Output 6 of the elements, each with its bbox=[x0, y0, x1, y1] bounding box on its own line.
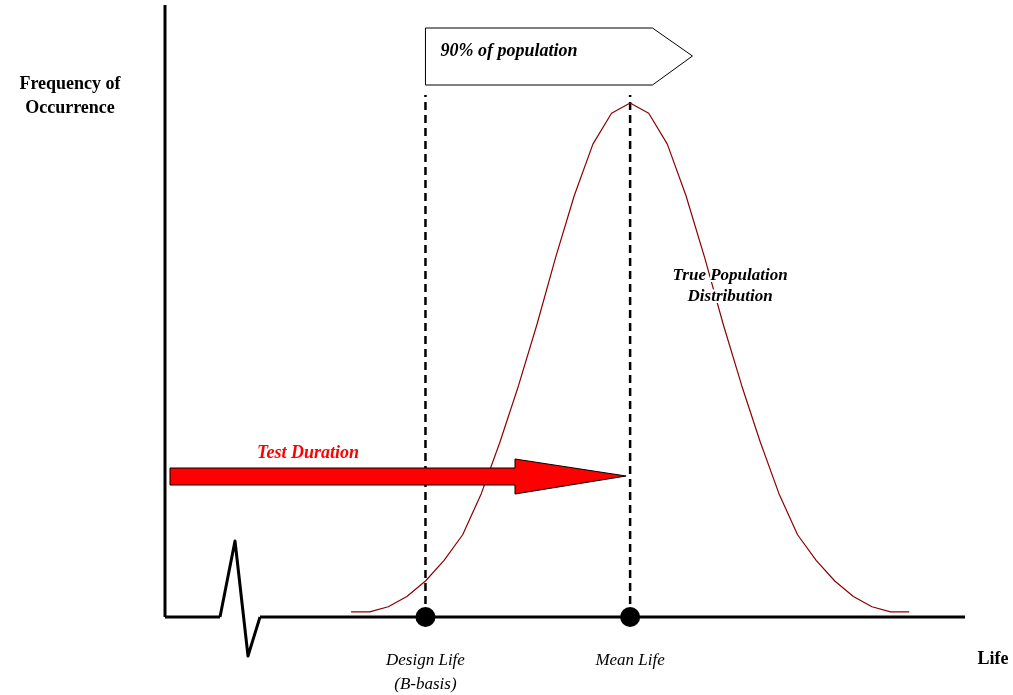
text: 90% of population bbox=[440, 40, 578, 60]
x-axis-title: Life bbox=[977, 648, 1009, 668]
y-axis-title: Frequency of Occurrence bbox=[19, 73, 122, 117]
x-tick-label: Mean Life bbox=[594, 650, 666, 669]
annotation: Test Duration bbox=[257, 442, 359, 462]
x-tick-label: Design Life (B-basis) bbox=[385, 650, 466, 693]
